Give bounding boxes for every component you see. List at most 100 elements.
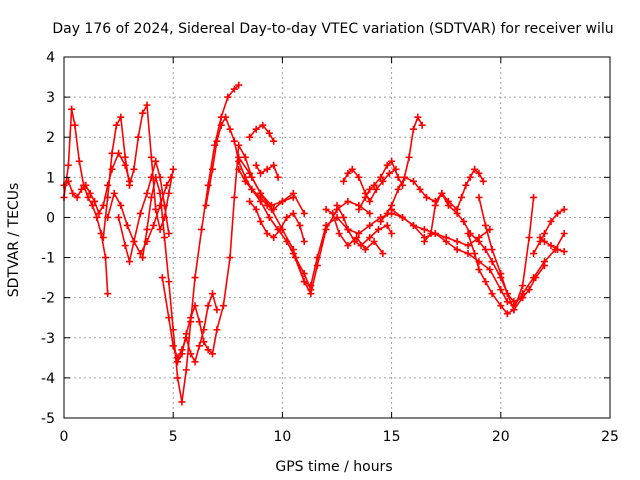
data-point xyxy=(361,193,369,201)
series-sat-m xyxy=(246,121,278,145)
data-point xyxy=(112,121,120,129)
data-point xyxy=(442,234,450,241)
data-point xyxy=(235,141,243,149)
data-point xyxy=(519,294,527,302)
data-point xyxy=(167,173,175,181)
y-tick-label: -1 xyxy=(41,251,55,267)
data-point xyxy=(224,93,232,101)
data-point xyxy=(169,165,177,173)
data-point xyxy=(355,205,363,213)
data-point xyxy=(134,133,142,141)
data-point xyxy=(418,121,426,129)
data-point xyxy=(379,177,387,185)
data-point xyxy=(532,274,540,282)
data-point xyxy=(182,366,190,374)
data-point xyxy=(88,201,96,209)
data-point xyxy=(372,185,380,193)
data-point xyxy=(289,193,297,201)
x-tick-label: 25 xyxy=(601,429,619,445)
data-point xyxy=(115,149,123,157)
data-point xyxy=(497,270,505,278)
data-point xyxy=(482,221,490,229)
data-point xyxy=(143,225,151,233)
series-sat-e xyxy=(115,157,173,266)
data-point xyxy=(357,242,365,250)
data-point xyxy=(117,201,125,209)
data-point xyxy=(530,250,538,258)
series-layer xyxy=(60,81,568,406)
data-point xyxy=(191,302,199,310)
data-point xyxy=(554,246,562,254)
data-point xyxy=(84,193,92,201)
data-point xyxy=(263,165,271,173)
data-point xyxy=(126,181,134,189)
data-point xyxy=(209,290,217,298)
data-point xyxy=(289,209,297,217)
data-point xyxy=(270,137,278,145)
y-tick-label: -3 xyxy=(41,331,55,347)
data-point xyxy=(300,278,308,286)
data-point xyxy=(431,201,439,209)
data-point xyxy=(259,121,267,129)
series-sat-b xyxy=(60,149,134,217)
data-point xyxy=(427,229,435,237)
data-point xyxy=(121,161,129,169)
data-point xyxy=(560,205,568,213)
data-point xyxy=(536,234,544,241)
data-point xyxy=(488,246,496,254)
data-point xyxy=(453,238,461,246)
data-point xyxy=(217,121,225,129)
chart-title: Day 176 of 2024, Sidereal Day-to-day VTE… xyxy=(52,21,613,37)
data-point xyxy=(263,229,271,237)
data-point xyxy=(453,246,461,254)
data-point xyxy=(420,238,428,246)
data-point xyxy=(213,306,221,314)
grid-layer xyxy=(64,57,610,418)
series-sat-h xyxy=(169,290,221,366)
y-tick-label: 1 xyxy=(46,170,55,186)
data-point xyxy=(355,229,363,237)
data-point xyxy=(241,153,249,161)
data-point xyxy=(187,314,195,322)
data-point xyxy=(200,326,208,334)
data-point xyxy=(278,197,286,205)
data-point xyxy=(156,225,164,233)
data-point xyxy=(178,346,186,354)
data-point xyxy=(482,278,490,286)
data-point xyxy=(130,238,138,246)
data-point xyxy=(420,225,428,233)
data-point xyxy=(388,229,396,237)
data-point xyxy=(270,161,278,169)
y-tick-label: -2 xyxy=(41,291,55,307)
data-point xyxy=(73,193,81,201)
data-point xyxy=(265,129,273,137)
data-point xyxy=(475,169,483,177)
data-point xyxy=(160,234,168,241)
data-point xyxy=(69,189,77,197)
data-point xyxy=(383,221,391,229)
data-point xyxy=(77,185,85,193)
data-point xyxy=(503,290,511,298)
data-point xyxy=(289,250,297,258)
data-point xyxy=(460,217,468,225)
data-point xyxy=(209,350,217,358)
data-point xyxy=(344,225,352,233)
data-point xyxy=(350,238,358,246)
series-sat-g xyxy=(158,141,374,366)
data-point xyxy=(283,213,291,221)
data-point xyxy=(68,105,76,113)
data-point xyxy=(274,173,282,181)
data-point xyxy=(453,205,461,213)
data-point xyxy=(101,254,109,262)
data-point xyxy=(252,161,260,169)
data-point xyxy=(329,209,337,217)
data-point xyxy=(158,274,166,282)
data-point xyxy=(554,209,562,217)
series-line xyxy=(391,208,491,247)
data-point xyxy=(322,205,330,213)
series-sat-k xyxy=(235,165,297,213)
data-point xyxy=(547,242,555,250)
data-point xyxy=(222,113,230,121)
data-point xyxy=(457,193,465,201)
data-point xyxy=(540,229,548,237)
